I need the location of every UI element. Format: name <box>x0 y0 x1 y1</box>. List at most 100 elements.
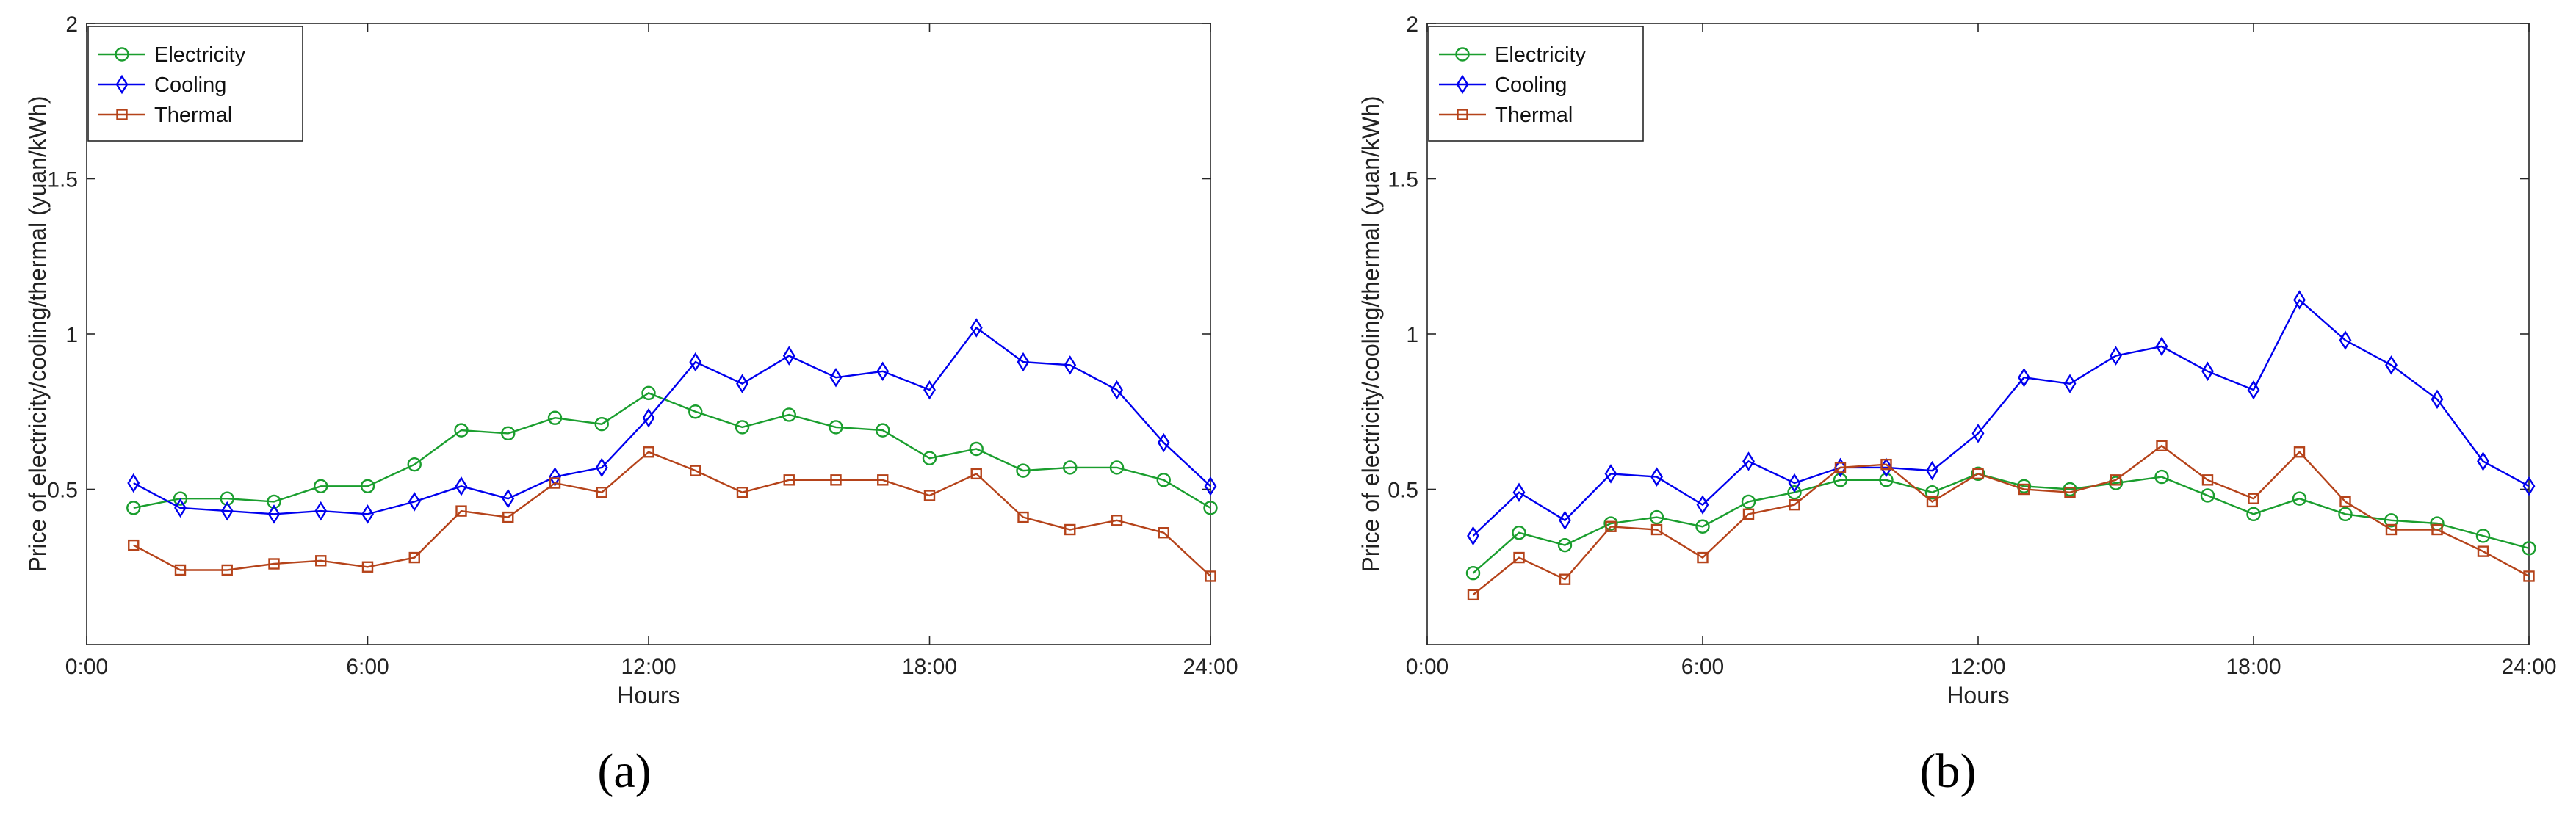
data-point-electricity <box>1879 473 1894 487</box>
data-point-cooling <box>1559 510 1571 531</box>
data-point-thermal <box>1513 551 1525 564</box>
series-line-electricity <box>1472 473 2530 574</box>
x-tick-label: 6:00 <box>1681 655 1724 679</box>
data-point-thermal <box>2156 440 2168 451</box>
data-point-thermal <box>643 446 654 458</box>
data-point-cooling <box>2018 367 2030 388</box>
series-line-thermal <box>133 451 1211 577</box>
data-point-cooling <box>923 380 936 400</box>
data-point-cooling <box>361 504 374 524</box>
data-point-thermal <box>315 555 327 567</box>
legend-marker-thermal <box>1457 109 1468 120</box>
data-point-thermal <box>1789 498 1800 511</box>
data-point-thermal <box>2339 496 2351 508</box>
series-line-electricity <box>133 392 1211 509</box>
data-point-cooling <box>2155 336 2168 357</box>
data-point-electricity <box>641 385 656 401</box>
data-point-cooling <box>1650 467 1663 487</box>
legend-marker-electricity <box>1455 47 1470 62</box>
data-point-electricity <box>969 441 984 457</box>
data-point-thermal <box>970 468 982 480</box>
data-point-cooling <box>2293 290 2306 310</box>
data-point-cooling <box>1971 424 1985 443</box>
data-point-electricity <box>2154 469 2169 485</box>
data-point-cooling <box>2477 451 2489 471</box>
data-point-electricity <box>1603 516 1618 531</box>
data-point-cooling <box>2431 389 2444 410</box>
data-point-electricity <box>2108 476 2124 490</box>
data-point-thermal <box>1605 520 1617 532</box>
data-point-cooling <box>970 318 983 338</box>
data-point-electricity <box>688 404 703 419</box>
data-point-cooling <box>1064 355 1077 375</box>
data-point-thermal <box>502 511 514 523</box>
legend: Electricity Cooling Thermal <box>1428 26 1644 142</box>
data-point-electricity <box>2246 507 2261 522</box>
data-point-thermal <box>2431 523 2443 536</box>
data-point-electricity <box>594 416 609 432</box>
data-point-electricity <box>735 420 750 435</box>
data-point-cooling <box>782 346 795 366</box>
legend-label-cooling: Cooling <box>154 73 226 97</box>
y-tick-label: 2 <box>65 12 78 37</box>
data-point-electricity <box>454 423 469 438</box>
x-axis-label: Hours <box>1947 682 2009 708</box>
data-point-thermal <box>1926 496 1938 508</box>
chart-panel-a: 0:00 6:00 12:00 18:00 24:00 0.5 1 1.5 2 Hours Pric… <box>24 12 1238 798</box>
data-point-cooling <box>314 501 328 521</box>
data-point-thermal <box>1834 462 1847 473</box>
data-point-cooling <box>1467 526 1479 546</box>
data-point-cooling <box>1926 460 1938 481</box>
data-point-electricity <box>220 491 234 506</box>
data-point-electricity <box>314 479 328 493</box>
data-point-thermal <box>2248 493 2259 504</box>
data-point-cooling <box>127 473 140 493</box>
data-point-cooling <box>502 488 515 509</box>
data-point-thermal <box>2477 545 2489 557</box>
data-point-cooling <box>595 457 608 478</box>
data-point-cooling <box>1512 482 1526 502</box>
data-point-thermal <box>2201 474 2214 486</box>
data-point-electricity <box>922 451 937 465</box>
data-point-electricity <box>1741 494 1756 509</box>
data-point-thermal <box>1467 589 1479 601</box>
data-point-electricity <box>829 420 843 435</box>
data-point-thermal <box>877 474 889 486</box>
series-line-cooling <box>133 326 1211 515</box>
data-point-cooling <box>2339 330 2352 350</box>
y-tick-label: 2 <box>1406 12 1418 37</box>
data-point-thermal <box>1559 573 1571 585</box>
data-point-thermal <box>596 487 607 498</box>
data-point-electricity <box>1203 501 1218 515</box>
data-point-cooling <box>1017 352 1030 372</box>
data-point-thermal <box>1111 515 1123 526</box>
data-point-cooling <box>736 374 748 393</box>
data-point-electricity <box>1649 509 1664 525</box>
data-point-cooling <box>1742 451 1755 471</box>
data-point-cooling <box>1696 495 1709 515</box>
data-point-electricity <box>1971 466 1985 482</box>
panel-label: (b) <box>1920 744 1977 798</box>
data-point-thermal <box>1064 523 1076 536</box>
data-point-electricity <box>1016 463 1031 478</box>
x-axis-label: Hours <box>617 682 679 708</box>
data-point-electricity <box>2384 513 2399 528</box>
data-point-electricity <box>1465 566 1481 581</box>
panel-label: (a) <box>597 744 651 798</box>
data-point-electricity <box>2292 491 2307 506</box>
data-point-thermal <box>690 465 701 476</box>
data-point-cooling <box>2385 355 2398 375</box>
data-point-cooling <box>2201 361 2214 381</box>
data-point-cooling <box>267 504 281 524</box>
x-tick-label: 12:00 <box>1950 655 2005 679</box>
data-point-electricity <box>1833 473 1848 487</box>
x-tick-label: 12:00 <box>621 655 676 679</box>
data-point-thermal <box>2385 523 2398 536</box>
legend-label-electricity: Electricity <box>154 43 246 67</box>
x-tick-label: 6:00 <box>346 655 389 679</box>
data-point-thermal <box>268 558 280 570</box>
data-point-cooling <box>1204 476 1217 496</box>
data-point-cooling <box>1157 432 1170 453</box>
data-point-electricity <box>782 407 796 422</box>
data-point-electricity <box>1156 473 1171 487</box>
